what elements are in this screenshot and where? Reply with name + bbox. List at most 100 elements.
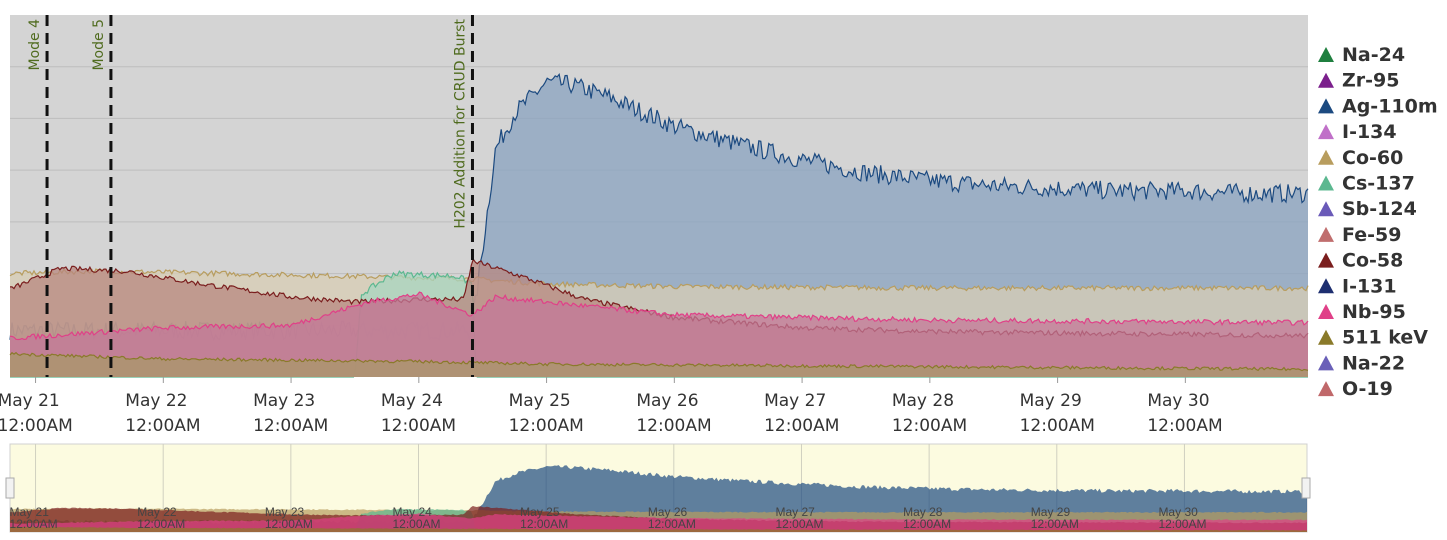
legend-item[interactable]: I-134 [1318,121,1397,143]
legend-label: Co-58 [1342,250,1403,272]
triangle-icon [1318,226,1334,242]
x-tick-label: May 29 [1020,391,1082,411]
triangle-icon [1318,201,1334,217]
navigator-tick-label: 12:00AM [1158,517,1206,531]
navigator-tick-label: May 22 [137,505,177,519]
x-tick-label: 12:00AM [636,416,711,436]
triangle-icon [1318,124,1334,140]
legend-label: O-19 [1342,378,1393,400]
legend-item[interactable]: Na-22 [1318,352,1405,374]
navigator-left-handle[interactable] [5,477,15,499]
legend-label: Cs-137 [1342,173,1415,195]
x-tick-label: 12:00AM [381,416,456,436]
event-label: Mode 4 [27,19,43,71]
navigator-tick-label: May 30 [1158,505,1198,519]
legend-label: I-131 [1342,275,1397,297]
x-tick-label: May 27 [764,391,826,411]
legend-label: Na-24 [1342,44,1405,66]
series-areas [9,73,1309,378]
x-tick-label: 12:00AM [1147,416,1222,436]
navigator-tick-label: 12:00AM [137,517,185,531]
navigator-tick-label: May 25 [520,505,560,519]
navigator-tick-label: 12:00AM [520,517,568,531]
navigator-tick-label: 12:00AM [903,517,951,531]
triangle-icon [1318,381,1334,397]
x-tick-label: 12:00AM [125,416,200,436]
navigator-areas [10,465,1307,532]
legend-item[interactable]: Na-24 [1318,44,1405,66]
x-tick-label: May 24 [381,391,443,411]
x-tick-label: May 30 [1147,391,1209,411]
navigator-tick-label: May 27 [775,505,815,519]
legend-label: Nb-95 [1342,301,1406,323]
legend-label: 511 keV [1342,327,1428,349]
x-tick-label: May 28 [892,391,954,411]
x-tick-label: May 25 [509,391,571,411]
legend-item[interactable]: Nb-95 [1318,301,1406,323]
navigator-tick-label: 12:00AM [775,517,823,531]
legend-label: Ag-110m [1342,95,1438,117]
triangle-icon [1318,252,1334,268]
x-axis-ticks: May 21 12:00AM May 22 12:00AM May 23 12:00AM M… [0,377,1223,436]
x-tick-label: 12:00AM [509,416,584,436]
event-label: H202 Addition for CRUD Burst [452,19,468,229]
legend-item[interactable]: Cs-137 [1318,173,1415,195]
triangle-icon [1318,47,1334,62]
navigator-tick-label: May 23 [265,505,305,519]
triangle-icon [1318,278,1334,294]
navigator-tick-label: May 21 [10,505,50,519]
series-area-nb-95 [10,292,1308,377]
legend-item[interactable]: I-131 [1318,275,1397,297]
navigator-series-511-kev [10,526,1307,532]
navigator-tick-label: 12:00AM [10,517,58,531]
legend-item[interactable]: 511 keV [1318,327,1428,349]
series-line-511-kev [9,351,1309,372]
navigator-tick-label: 12:00AM [648,517,696,531]
legend-item[interactable]: Sb-124 [1318,198,1417,220]
triangle-icon [1318,175,1334,191]
navigator-tick-label: 12:00AM [265,517,313,531]
legend-item[interactable]: Co-60 [1318,147,1403,169]
event-label: Mode 5 [91,19,107,71]
navigator-tick-label: 12:00AM [393,517,441,531]
legend-item[interactable]: O-19 [1318,378,1393,400]
triangle-icon [1318,304,1334,319]
x-tick-label: 12:00AM [0,416,73,436]
navigator-tick-label: May 29 [1031,505,1071,519]
x-tick-label: May 22 [125,391,187,411]
event-markers: Mode 4 Mode 5 H202 Addition for CRUD Burst [27,15,474,377]
legend-item[interactable]: Fe-59 [1318,224,1401,246]
legend-label: Zr-95 [1342,70,1399,92]
series-line-co-60 [9,268,1309,292]
navigator-tick-label: May 26 [648,505,688,519]
legend: Na-24 Zr-95 Ag-110m I-134 Co-60 Cs-137 Sb-124 F… [1318,44,1438,400]
legend-label: Sb-124 [1342,198,1417,220]
navigator-tick-label: May 28 [903,505,943,519]
x-tick-label: 12:00AM [1020,416,1095,436]
navigator-tick-label: May 24 [393,505,433,519]
legend-label: Na-22 [1342,352,1405,374]
legend-label: Co-60 [1342,147,1403,169]
x-tick-label: May 26 [636,391,698,411]
x-tick-label: 12:00AM [764,416,839,436]
x-tick-label: 12:00AM [253,416,328,436]
legend-label: I-134 [1342,121,1397,143]
triangle-icon [1318,355,1334,371]
legend-item[interactable]: Ag-110m [1318,95,1438,117]
legend-label: Fe-59 [1342,224,1401,246]
x-tick-label: 12:00AM [892,416,967,436]
triangle-icon [1318,72,1334,88]
legend-item[interactable]: Co-58 [1318,250,1403,272]
legend-item[interactable]: Zr-95 [1318,70,1399,92]
navigator-series-nb-95 [10,513,1307,532]
navigator-right-handle[interactable] [1301,477,1311,499]
triangle-icon [1318,98,1334,114]
navigator-tick-label: 12:00AM [1031,517,1079,531]
triangle-icon [1318,149,1334,165]
triangle-icon [1318,329,1334,345]
x-tick-label: May 21 [0,391,60,411]
series-line-nb-95 [9,291,1309,341]
